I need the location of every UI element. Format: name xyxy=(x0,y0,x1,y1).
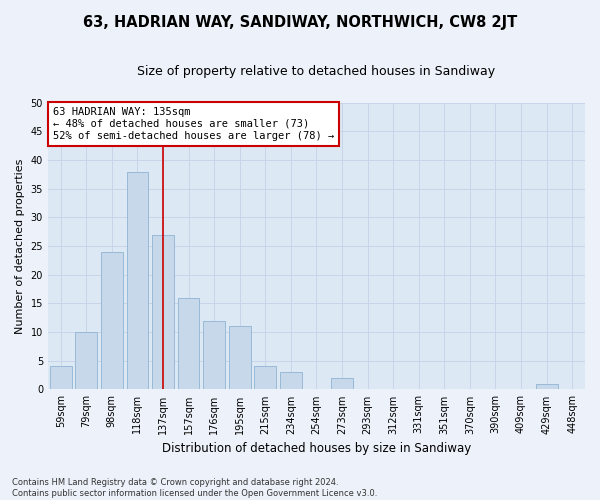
Bar xyxy=(536,384,557,390)
Text: Contains HM Land Registry data © Crown copyright and database right 2024.
Contai: Contains HM Land Registry data © Crown c… xyxy=(12,478,377,498)
Bar xyxy=(254,366,276,390)
Bar xyxy=(331,378,353,390)
Text: 63 HADRIAN WAY: 135sqm
← 48% of detached houses are smaller (73)
52% of semi-det: 63 HADRIAN WAY: 135sqm ← 48% of detached… xyxy=(53,108,334,140)
Bar xyxy=(280,372,302,390)
Y-axis label: Number of detached properties: Number of detached properties xyxy=(15,158,25,334)
Bar xyxy=(152,234,174,390)
Text: 63, HADRIAN WAY, SANDIWAY, NORTHWICH, CW8 2JT: 63, HADRIAN WAY, SANDIWAY, NORTHWICH, CW… xyxy=(83,15,517,30)
Bar xyxy=(203,320,225,390)
Bar xyxy=(101,252,123,390)
Bar xyxy=(178,298,199,390)
Bar xyxy=(76,332,97,390)
Bar xyxy=(127,172,148,390)
X-axis label: Distribution of detached houses by size in Sandiway: Distribution of detached houses by size … xyxy=(162,442,471,455)
Bar xyxy=(50,366,71,390)
Title: Size of property relative to detached houses in Sandiway: Size of property relative to detached ho… xyxy=(137,65,496,78)
Bar xyxy=(229,326,251,390)
